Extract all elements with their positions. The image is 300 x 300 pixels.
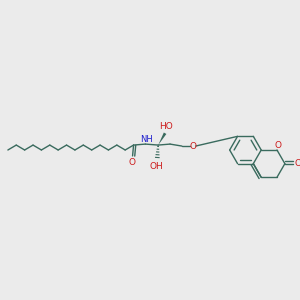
Polygon shape	[158, 133, 166, 145]
Text: O: O	[189, 142, 196, 151]
Text: O: O	[294, 159, 300, 168]
Text: NH: NH	[140, 135, 153, 144]
Text: O: O	[128, 158, 135, 167]
Text: HO: HO	[159, 122, 173, 131]
Text: OH: OH	[149, 162, 163, 171]
Text: O: O	[274, 141, 281, 150]
